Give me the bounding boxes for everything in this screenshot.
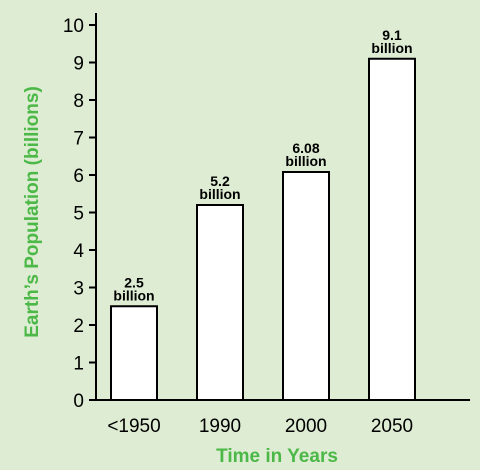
bar-value-label: 5.2: [210, 173, 230, 189]
bar-value-label: 9.1: [382, 27, 402, 43]
x-axis-ticks: <1950 1990 2000 2050: [107, 416, 413, 437]
y-tick-label: 2: [73, 316, 84, 337]
bar-value-label: 6.08: [292, 140, 319, 156]
x-tick-label: 2050: [371, 416, 413, 437]
y-tick-label: 0: [73, 391, 84, 412]
y-tick-label: 5: [73, 204, 84, 225]
x-tick-label: <1950: [107, 416, 160, 437]
bar-unit-label: billion: [371, 40, 412, 56]
x-tick-label: 2000: [285, 416, 327, 437]
x-axis-title: Time in Years: [216, 446, 338, 467]
y-tick-label: 7: [73, 129, 84, 150]
y-tick-label: 10: [63, 16, 84, 37]
y-tick-label: 3: [73, 279, 84, 300]
bar-unit-label: billion: [113, 287, 154, 303]
bars-group: [110, 57, 416, 401]
y-tick-label: 1: [73, 354, 84, 375]
y-tick-label: 9: [73, 54, 84, 75]
bar: [282, 171, 330, 401]
y-axis-ticks: 0 1 2 3 4 5 6 7 8 9 10: [63, 16, 96, 412]
y-tick-label: 6: [73, 166, 84, 187]
bar: [196, 204, 244, 401]
x-tick-label: 1990: [199, 416, 241, 437]
bar: [368, 57, 416, 401]
bar-value-label: 2.5: [124, 274, 144, 290]
y-tick-label: 4: [73, 241, 84, 262]
y-axis-title: Earth’s Population (billions): [22, 86, 43, 338]
y-tick-label: 8: [73, 91, 84, 112]
bar-unit-label: billion: [199, 186, 240, 202]
bar: [110, 305, 158, 401]
data-labels-group: 2.5billion5.2billion6.08billion9.1billio…: [113, 27, 412, 304]
bar-unit-label: billion: [285, 153, 326, 169]
